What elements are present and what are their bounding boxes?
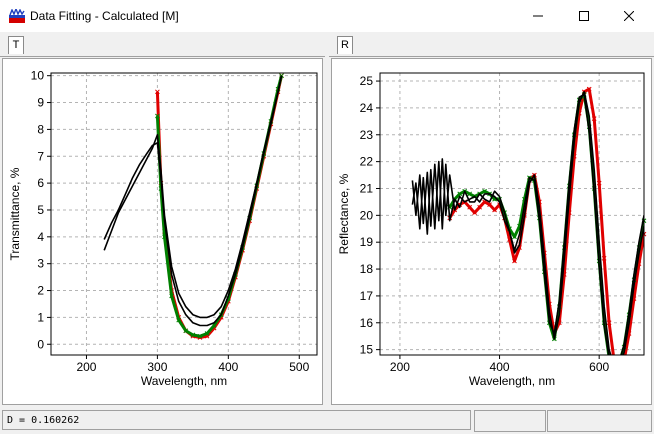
data-point	[169, 293, 174, 299]
y-tick-label: 7	[37, 149, 44, 163]
y-tick-label: 8	[37, 122, 44, 136]
measured-series-line	[155, 75, 283, 339]
y-tick-label: 4	[37, 230, 44, 244]
reflectance-chart[interactable]: 200 400 600 15 16 17 18 19 20 21 22 23 24 25 Wavelengt…	[332, 59, 651, 404]
transmittance-panel: T 200 300 400 500 0 1 2 3 4 5 6 7 8 9 10 Wavelength, nm…	[0, 33, 325, 405]
y-tick-label: 24	[360, 101, 374, 115]
minimize-icon	[533, 15, 543, 17]
app-icon	[9, 9, 25, 23]
plot-frame: 200 300 400 500 0 1 2 3 4 5 6 7 8 9 10 Wavelength, nm Tr…	[2, 58, 323, 405]
y-tick-label: 19	[360, 235, 374, 249]
data-point	[183, 328, 189, 334]
data-point	[512, 258, 517, 264]
calculated-series-line	[103, 75, 283, 319]
y-tick-label: 23	[360, 128, 374, 142]
data-point	[606, 320, 612, 326]
x-axis-label: Wavelength, nm	[469, 374, 555, 388]
data-point	[472, 210, 477, 216]
y-tick-label: 10	[31, 69, 45, 83]
maximize-icon	[579, 11, 589, 21]
y-tick-label: 18	[360, 262, 374, 276]
y-axis-label: Reflectance, %	[337, 173, 351, 254]
data-point	[586, 86, 592, 92]
y-tick-label: 21	[360, 181, 374, 195]
maximize-button[interactable]	[561, 0, 607, 32]
y-tick-label: 25	[360, 74, 374, 88]
data-point	[512, 234, 517, 240]
data-point	[477, 204, 482, 210]
x-tick-label: 300	[147, 360, 167, 374]
data-point	[487, 202, 492, 207]
data-point	[467, 204, 473, 210]
y-tick-label: 2	[37, 284, 44, 298]
data-point	[176, 317, 182, 323]
data-point	[155, 113, 160, 119]
data-point	[155, 89, 160, 95]
minimize-button[interactable]	[515, 0, 561, 32]
y-tick-label: 22	[360, 155, 374, 169]
plot-frame: 200 400 600 15 16 17 18 19 20 21 22 23 24 25 Wavelengt…	[331, 58, 652, 405]
data-point	[467, 191, 473, 197]
calculated-series-line	[411, 91, 644, 355]
calculated-series-line	[103, 75, 283, 327]
title-bar: Data Fitting - Calculated [M]	[0, 0, 654, 32]
measured-series-line	[448, 93, 644, 355]
tab-strip: R	[329, 33, 654, 57]
y-tick-label: 6	[37, 176, 44, 190]
data-point	[190, 332, 196, 338]
y-tick-label: 15	[360, 343, 374, 357]
x-axis-label: Wavelength, nm	[141, 374, 227, 388]
data-point	[279, 73, 284, 79]
transmittance-chart[interactable]: 200 300 400 500 0 1 2 3 4 5 6 7 8 9 10 Wavelength, nm Tr…	[3, 59, 322, 404]
close-button[interactable]	[606, 0, 652, 32]
tab-transmittance[interactable]: T	[8, 36, 24, 54]
status-field-empty	[474, 410, 546, 432]
y-tick-label: 1	[37, 310, 44, 324]
x-tick-label: 400	[218, 360, 238, 374]
x-tick-label: 600	[589, 360, 609, 374]
y-tick-label: 0	[37, 337, 44, 351]
y-tick-label: 3	[37, 257, 44, 271]
x-tick-label: 400	[490, 360, 510, 374]
y-tick-label: 16	[360, 316, 374, 330]
measured-series-line	[448, 87, 644, 355]
plot-area	[50, 72, 318, 356]
status-bar: D = 0.160262	[0, 408, 654, 434]
data-point	[601, 255, 607, 261]
x-tick-label: 500	[289, 360, 309, 374]
y-axis-label: Transmittance, %	[8, 167, 22, 260]
status-field-empty	[547, 410, 652, 432]
plot-area	[379, 72, 645, 356]
status-d-value: D = 0.160262	[2, 410, 471, 430]
x-tick-label: 200	[76, 360, 96, 374]
data-point	[492, 207, 497, 213]
close-icon	[624, 11, 634, 21]
window-title: Data Fitting - Calculated [M]	[30, 9, 179, 23]
y-tick-label: 17	[360, 289, 374, 303]
x-tick-label: 200	[390, 360, 410, 374]
y-tick-label: 20	[360, 208, 374, 222]
data-point	[457, 191, 463, 197]
measured-series-line	[155, 75, 283, 338]
reflectance-panel: R 200 400 600 15 16 17 18 19 20 21 22 23 24 25 Wavelen…	[329, 33, 654, 405]
data-point	[482, 188, 487, 194]
data-point	[204, 331, 210, 336]
y-tick-label: 5	[37, 203, 44, 217]
calculated-series-line	[411, 93, 644, 355]
tab-reflectance[interactable]: R	[337, 36, 353, 54]
data-point	[596, 180, 602, 186]
data-point	[197, 333, 203, 339]
data-point	[591, 116, 597, 122]
tab-strip: T	[0, 33, 325, 57]
y-tick-label: 9	[37, 96, 44, 110]
